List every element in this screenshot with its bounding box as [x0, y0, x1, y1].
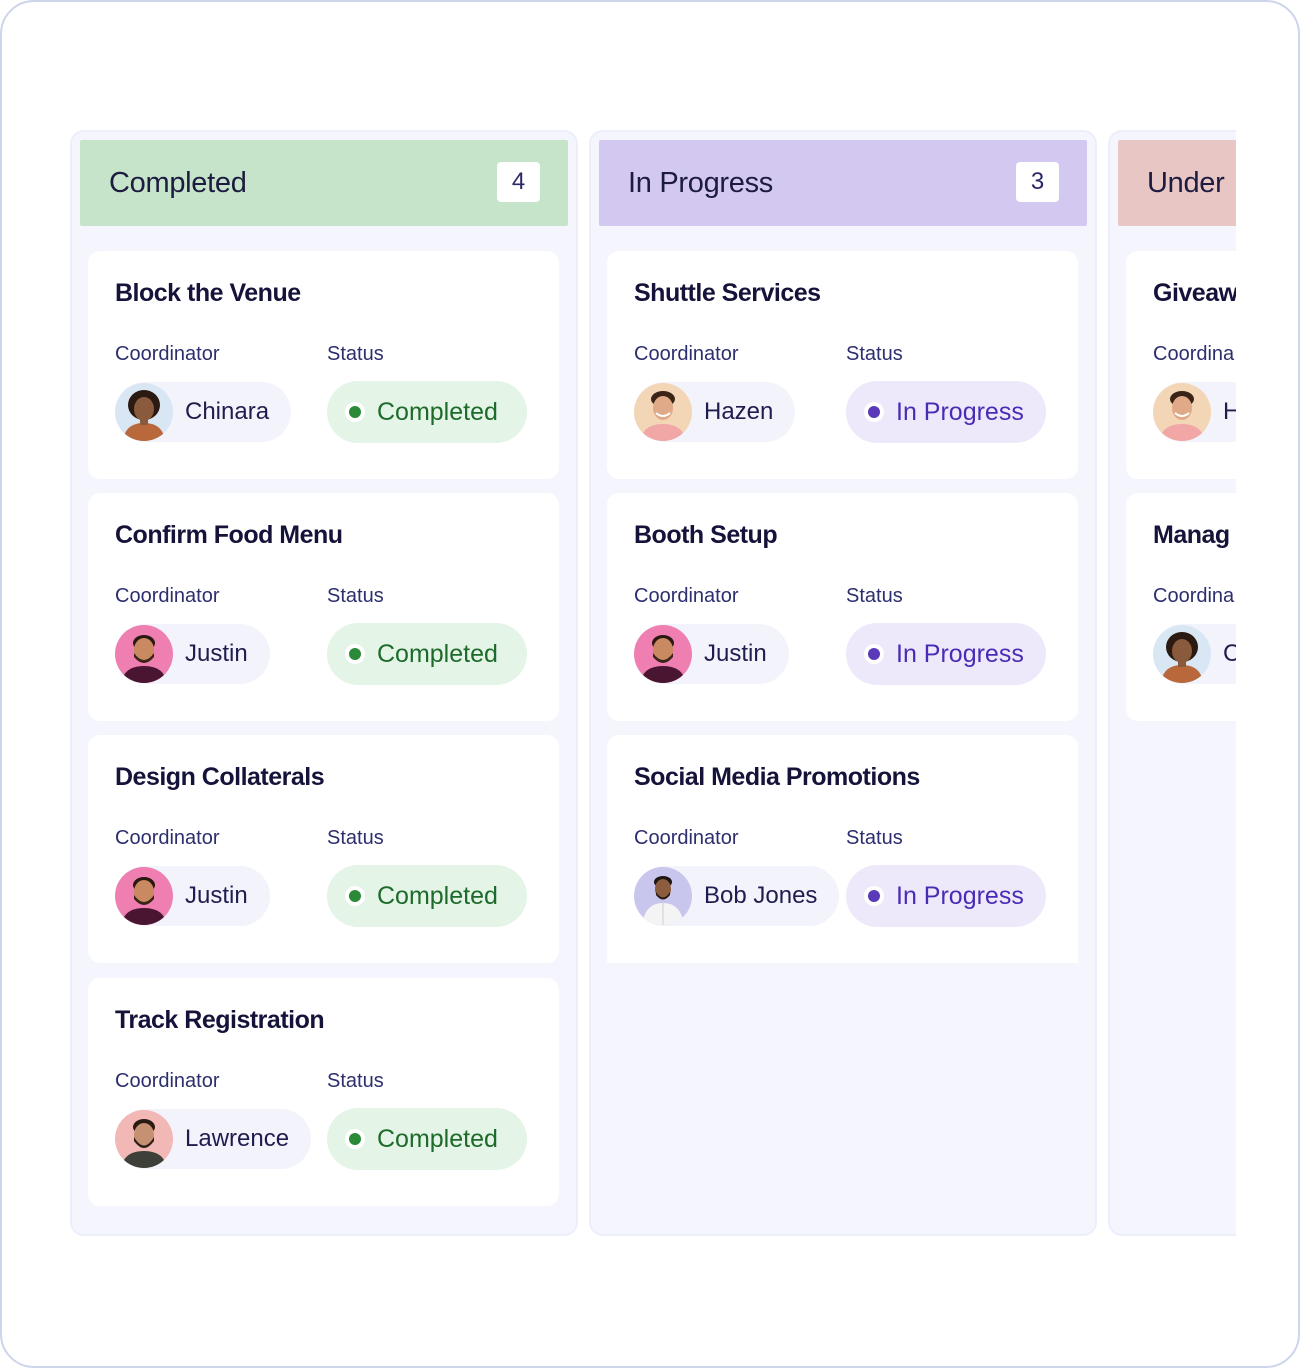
man-pink-avatar	[634, 625, 692, 683]
man-shirt-avatar	[634, 867, 692, 925]
coordinator-chip[interactable]: Lawrence	[115, 1109, 312, 1169]
status-dot-icon	[864, 644, 884, 664]
status-text: In Progress	[896, 397, 1024, 426]
status-label: Status	[327, 827, 384, 849]
coordinator-name: C	[1223, 640, 1236, 668]
man-pink-avatar	[115, 867, 173, 925]
kanban-board: Completed 4 Block the Venue Coordinator …	[70, 130, 1236, 1236]
status-pill-in-progress[interactable]: In Progress	[846, 623, 1046, 685]
card-title: Giveaw	[1153, 279, 1236, 307]
column-count-badge: 3	[1016, 162, 1059, 202]
coordinator-label: Coordinator	[115, 585, 220, 607]
coordinator-chip[interactable]: Justin	[115, 866, 270, 926]
status-label: Status	[846, 827, 903, 849]
coordinator-name: Hazen	[704, 398, 774, 425]
coordinator-chip[interactable]: Justin	[115, 624, 270, 684]
status-text: In Progress	[896, 639, 1024, 668]
task-card[interactable]: Track Registration Coordinator Status La…	[88, 978, 559, 1206]
woman-curly-avatar	[115, 383, 173, 441]
status-label: Status	[846, 585, 903, 607]
coordinator-chip[interactable]: C	[1153, 624, 1236, 684]
status-dot-icon	[345, 402, 365, 422]
coordinator-name: Bob Jones	[704, 882, 818, 909]
coordinator-label: Coordina	[1153, 585, 1235, 607]
coordinator-name: Justin	[704, 640, 767, 667]
coordinator-name: H	[1223, 398, 1236, 426]
status-dot-icon	[864, 402, 884, 422]
status-pill-in-progress[interactable]: In Progress	[846, 381, 1046, 443]
coordinator-label: Coordinator	[115, 827, 220, 849]
status-dot-icon	[345, 644, 365, 664]
status-dot-icon	[345, 886, 365, 906]
task-card[interactable]: Social Media Promotions Coordinator Stat…	[607, 735, 1078, 963]
card-title: Track Registration	[115, 1006, 325, 1034]
column-title: Completed	[109, 166, 247, 199]
coordinator-chip[interactable]: Bob Jones	[634, 866, 840, 926]
card-title: Social Media Promotions	[634, 763, 920, 791]
column-under-review: Under Giveaw Coordina H Manag Coordina	[1108, 130, 1236, 1236]
status-pill-completed[interactable]: Completed	[327, 865, 527, 927]
man-smile-avatar	[634, 383, 692, 441]
status-dot-icon	[864, 886, 884, 906]
task-card[interactable]: Shuttle Services Coordinator Status Haze…	[607, 251, 1078, 479]
status-label: Status	[327, 585, 384, 607]
coordinator-name: Chinara	[185, 398, 270, 425]
coordinator-label: Coordinator	[115, 1070, 220, 1092]
card-title: Shuttle Services	[634, 279, 821, 307]
status-text: In Progress	[896, 881, 1024, 910]
status-text: Completed	[377, 397, 498, 426]
column-header-completed[interactable]: Completed 4	[80, 140, 568, 226]
column-header-under-review[interactable]: Under	[1118, 140, 1236, 226]
status-pill-completed[interactable]: Completed	[327, 623, 527, 685]
task-card[interactable]: Confirm Food Menu Coordinator Status Jus…	[88, 493, 559, 721]
coordinator-label: Coordinator	[634, 585, 739, 607]
column-title: In Progress	[628, 166, 773, 199]
coordinator-label: Coordina	[1153, 343, 1235, 365]
task-card[interactable]: Block the Venue Coordinator Status China…	[88, 251, 559, 479]
task-card[interactable]: Design Collaterals Coordinator Status Ju…	[88, 735, 559, 963]
card-title: Manag	[1153, 521, 1230, 549]
status-pill-in-progress[interactable]: In Progress	[846, 865, 1046, 927]
woman-curly-avatar	[1153, 625, 1211, 683]
status-pill-completed[interactable]: Completed	[327, 381, 527, 443]
column-title: Under	[1147, 166, 1225, 199]
card-title: Booth Setup	[634, 521, 778, 549]
task-card[interactable]: Giveaw Coordina H	[1126, 251, 1236, 479]
column-completed: Completed 4 Block the Venue Coordinator …	[70, 130, 578, 1236]
status-text: Completed	[377, 639, 498, 668]
status-text: Completed	[377, 881, 498, 910]
man-pink-avatar	[115, 625, 173, 683]
card-title: Design Collaterals	[115, 763, 325, 791]
coordinator-name: Lawrence	[185, 1125, 290, 1152]
card-title: Block the Venue	[115, 279, 301, 307]
coordinator-name: Justin	[185, 640, 248, 667]
column-header-in-progress[interactable]: In Progress 3	[599, 140, 1087, 226]
coordinator-label: Coordinator	[115, 343, 220, 365]
status-dot-icon	[345, 1129, 365, 1149]
status-label: Status	[846, 343, 903, 365]
column-in-progress: In Progress 3 Shuttle Services Coordinat…	[589, 130, 1097, 1236]
task-card[interactable]: Booth Setup Coordinator Status Justin In…	[607, 493, 1078, 721]
coordinator-label: Coordinator	[634, 827, 739, 849]
status-label: Status	[327, 1070, 384, 1092]
man-smile-avatar	[1153, 383, 1211, 441]
coordinator-chip[interactable]: H	[1153, 382, 1236, 442]
coordinator-name: Justin	[185, 882, 248, 909]
card-title: Confirm Food Menu	[115, 521, 343, 549]
coordinator-chip[interactable]: Justin	[634, 624, 789, 684]
status-pill-completed[interactable]: Completed	[327, 1108, 527, 1170]
man-beard-avatar	[115, 1110, 173, 1168]
status-label: Status	[327, 343, 384, 365]
coordinator-chip[interactable]: Chinara	[115, 382, 292, 442]
status-text: Completed	[377, 1124, 498, 1153]
coordinator-chip[interactable]: Hazen	[634, 382, 796, 442]
coordinator-label: Coordinator	[634, 343, 739, 365]
column-count-badge: 4	[497, 162, 540, 202]
task-card[interactable]: Manag Coordina C	[1126, 493, 1236, 721]
